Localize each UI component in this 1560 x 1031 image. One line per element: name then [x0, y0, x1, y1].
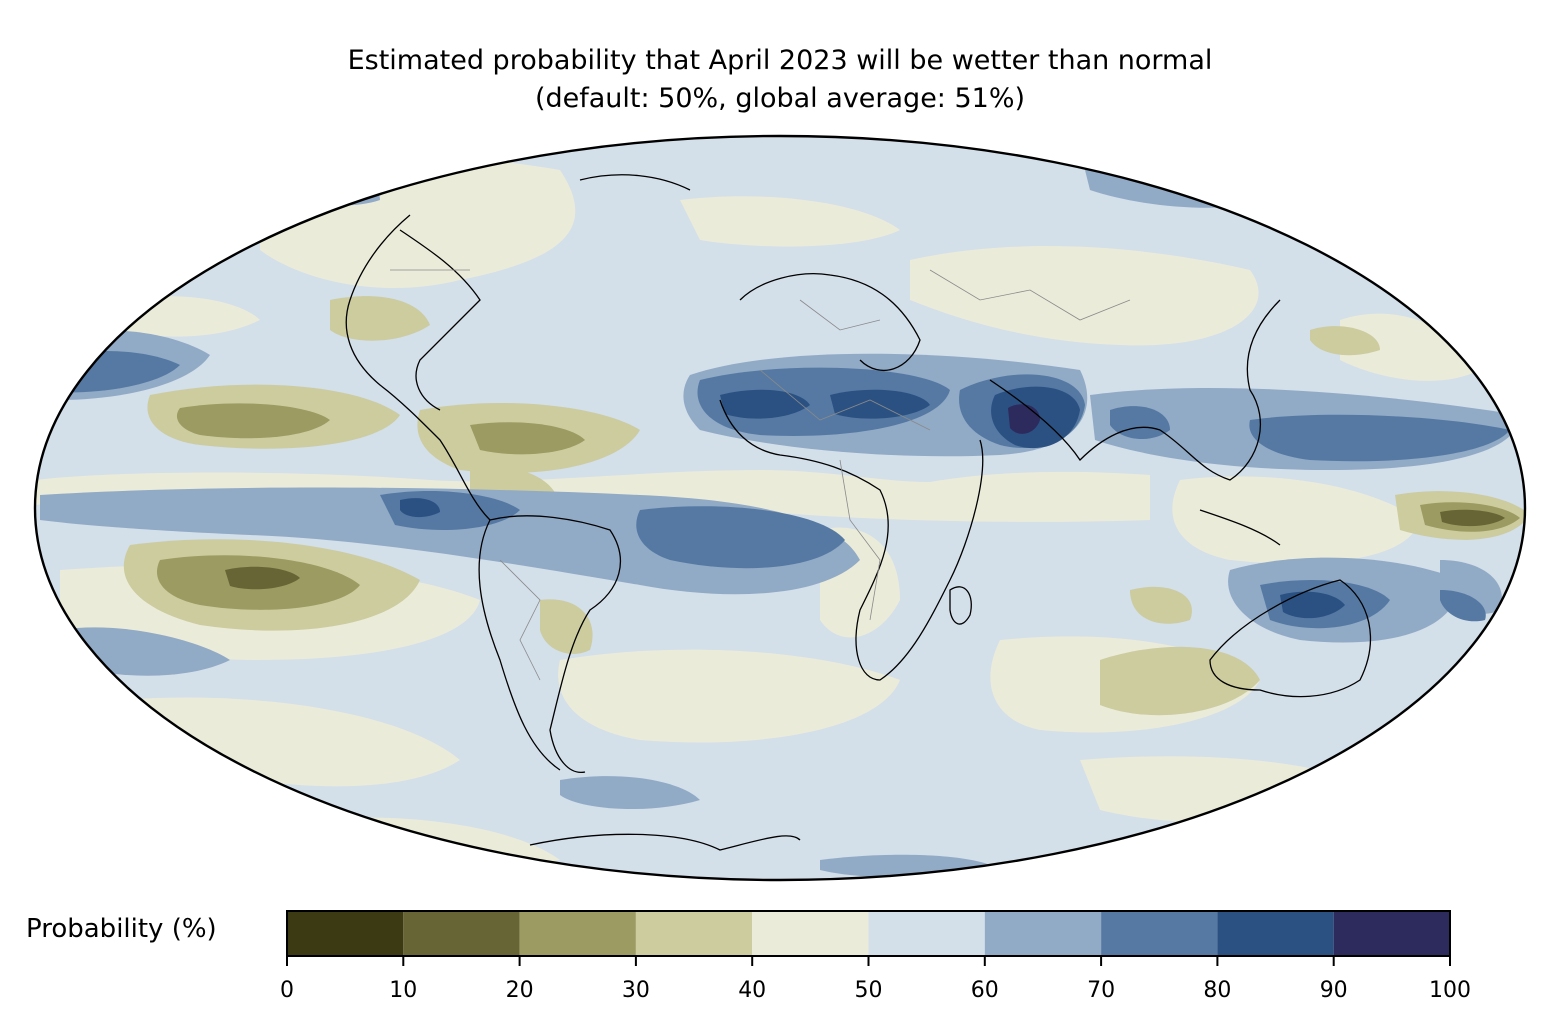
colorbar-bin-40-50 [752, 911, 869, 956]
coastlines [345, 174, 1372, 851]
africa-coast [719, 399, 984, 681]
colorbar-tick-label-10: 10 [389, 978, 417, 1003]
colorbar-bin-80-90 [1217, 911, 1334, 956]
colorbar-tick-label-70: 70 [1087, 978, 1115, 1003]
colorbar-bin-50-60 [868, 911, 985, 956]
bin-90-100-regions [1008, 404, 1040, 434]
colorbar-tick-label-0: 0 [280, 978, 294, 1003]
europe-coast [739, 273, 921, 371]
colorbar-tick-label-90: 90 [1320, 978, 1348, 1003]
asia-south-coast [989, 299, 1281, 481]
colorbar-bin-70-80 [1101, 911, 1218, 956]
border-europe [799, 299, 881, 331]
colorbar-bin-0-10 [287, 911, 404, 956]
border-central-africa [839, 459, 881, 621]
australia-coast [1209, 579, 1372, 698]
colorbar-tick-label-80: 80 [1203, 978, 1231, 1003]
border-south-america [499, 559, 541, 681]
border-central-asia [929, 269, 1131, 321]
colorbar-bin-10-20 [403, 911, 520, 956]
colorbar-bin-90-100 [1333, 911, 1450, 956]
south-america-east-coast [489, 515, 622, 773]
colorbar-label: Probability (%) [26, 914, 217, 944]
title-line-1: Estimated probability that April 2023 wi… [347, 45, 1213, 76]
colorbar-tick-label-20: 20 [506, 978, 534, 1003]
colorbar-bin-60-70 [984, 911, 1102, 956]
colorbar-tick-label-50: 50 [855, 978, 883, 1003]
greenland-coast [579, 174, 691, 191]
colorbar-ticks: 0 10 20 30 40 50 60 70 80 90 100 [280, 956, 1471, 1003]
colorbar-tick-label-40: 40 [738, 978, 766, 1003]
indonesia-coast [1199, 509, 1281, 546]
country-borders [390, 269, 1131, 681]
north-america-west-coast [345, 214, 491, 521]
south-america-west-coast [478, 519, 561, 771]
border-north-africa [759, 369, 931, 431]
madagascar-coast [949, 586, 972, 625]
antarctica-coast [529, 833, 801, 851]
colorbar-tick-label-30: 30 [622, 978, 650, 1003]
colorbar-bin-20-30 [519, 911, 636, 956]
colorbar-bins [287, 911, 1450, 956]
bin-10-20-regions [225, 509, 1505, 590]
colorbar-tick-label-100: 100 [1429, 978, 1471, 1003]
title-line-2: (default: 50%, global average: 51%) [534, 83, 1026, 114]
north-america-east-coast [399, 229, 481, 411]
chart-title: Estimated probability that April 2023 wi… [0, 42, 1560, 118]
colorbar-tick-label-60: 60 [971, 978, 999, 1003]
map-boundary [33, 134, 1527, 882]
colorbar-bin-30-40 [635, 911, 753, 956]
